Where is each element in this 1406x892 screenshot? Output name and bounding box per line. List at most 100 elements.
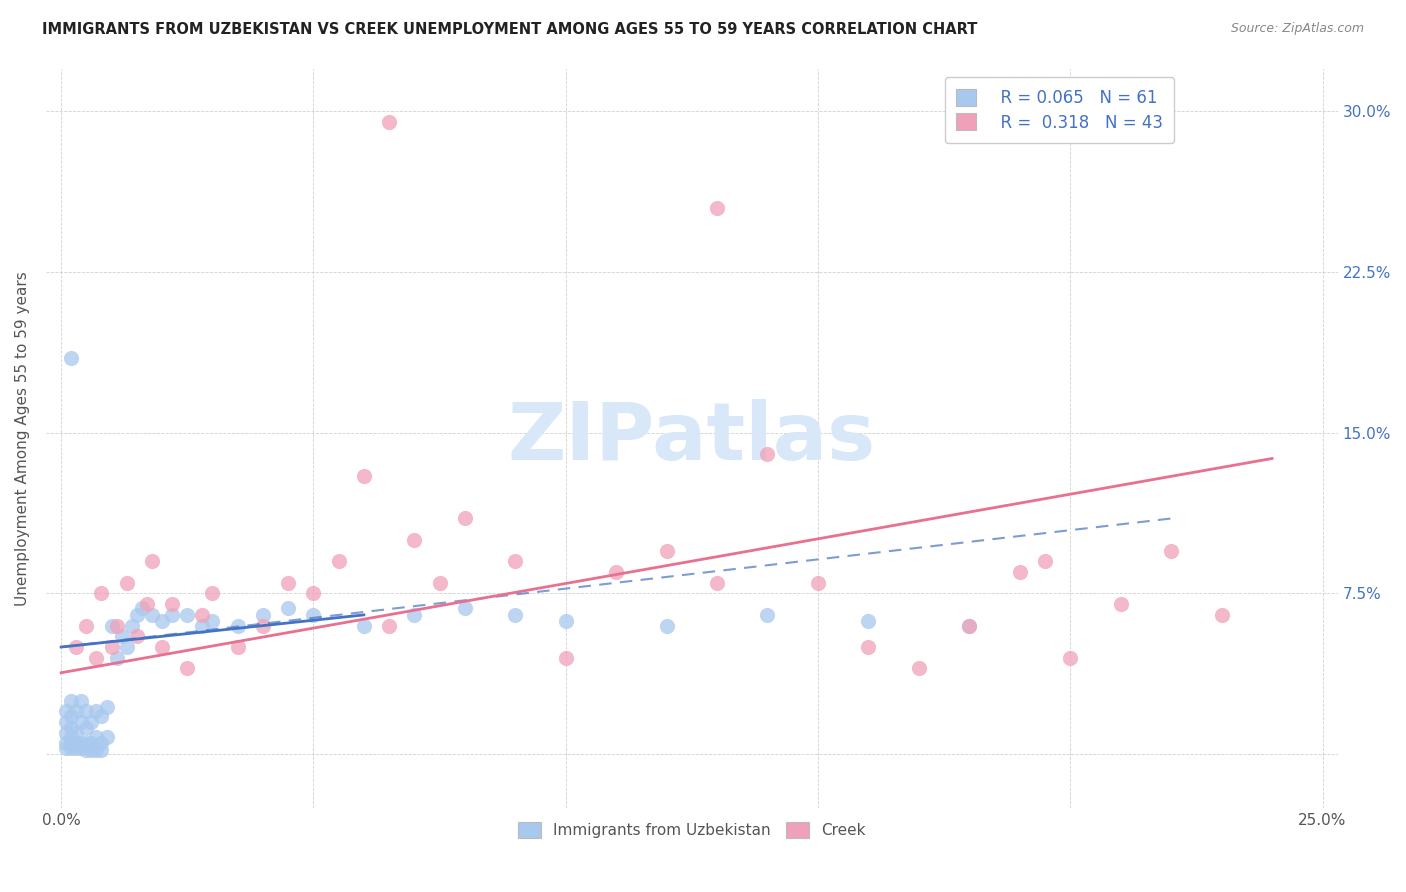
Point bbox=[55, 704, 77, 718]
Point bbox=[605, 565, 627, 579]
Point bbox=[957, 618, 980, 632]
Point bbox=[55, 740, 77, 755]
Point bbox=[86, 650, 108, 665]
Point bbox=[60, 740, 83, 755]
Point bbox=[65, 725, 87, 739]
Point bbox=[454, 511, 477, 525]
Point bbox=[277, 601, 299, 615]
Point bbox=[121, 618, 143, 632]
Point bbox=[70, 714, 93, 729]
Point bbox=[80, 714, 103, 729]
Point bbox=[756, 607, 779, 622]
Point bbox=[65, 740, 87, 755]
Point bbox=[1109, 597, 1132, 611]
Point bbox=[756, 447, 779, 461]
Point bbox=[858, 640, 880, 654]
Point bbox=[503, 607, 526, 622]
Point bbox=[378, 618, 401, 632]
Point bbox=[454, 601, 477, 615]
Point bbox=[125, 607, 148, 622]
Point bbox=[706, 575, 728, 590]
Legend: Immigrants from Uzbekistan, Creek: Immigrants from Uzbekistan, Creek bbox=[512, 816, 872, 845]
Point bbox=[70, 740, 93, 755]
Point bbox=[353, 618, 375, 632]
Point bbox=[655, 543, 678, 558]
Point bbox=[90, 586, 112, 600]
Point bbox=[302, 586, 325, 600]
Point bbox=[353, 468, 375, 483]
Point bbox=[65, 704, 87, 718]
Point bbox=[65, 736, 87, 750]
Point bbox=[115, 640, 138, 654]
Point bbox=[100, 640, 122, 654]
Point bbox=[302, 607, 325, 622]
Point bbox=[1059, 650, 1081, 665]
Point bbox=[115, 575, 138, 590]
Point bbox=[378, 115, 401, 129]
Point bbox=[191, 618, 214, 632]
Point bbox=[226, 618, 249, 632]
Point bbox=[105, 650, 128, 665]
Text: ZIPatlas: ZIPatlas bbox=[508, 399, 876, 477]
Point bbox=[80, 743, 103, 757]
Point bbox=[60, 351, 83, 365]
Point bbox=[70, 736, 93, 750]
Point bbox=[1033, 554, 1056, 568]
Point bbox=[60, 736, 83, 750]
Point bbox=[80, 736, 103, 750]
Point bbox=[60, 722, 83, 736]
Point bbox=[160, 607, 183, 622]
Point bbox=[100, 618, 122, 632]
Point bbox=[90, 743, 112, 757]
Point bbox=[176, 607, 198, 622]
Point bbox=[150, 640, 173, 654]
Point bbox=[554, 650, 576, 665]
Point bbox=[176, 661, 198, 675]
Point bbox=[75, 743, 97, 757]
Point bbox=[60, 730, 83, 744]
Point bbox=[328, 554, 350, 568]
Point bbox=[252, 618, 274, 632]
Point bbox=[404, 533, 426, 547]
Point bbox=[150, 615, 173, 629]
Point bbox=[706, 201, 728, 215]
Point bbox=[404, 607, 426, 622]
Point bbox=[1211, 607, 1233, 622]
Point bbox=[160, 597, 183, 611]
Point bbox=[111, 629, 134, 643]
Point bbox=[86, 743, 108, 757]
Point bbox=[90, 708, 112, 723]
Point bbox=[75, 618, 97, 632]
Point bbox=[90, 736, 112, 750]
Point bbox=[1160, 543, 1182, 558]
Point bbox=[65, 640, 87, 654]
Point bbox=[55, 714, 77, 729]
Point bbox=[60, 693, 83, 707]
Point bbox=[135, 597, 157, 611]
Point bbox=[429, 575, 451, 590]
Point bbox=[503, 554, 526, 568]
Y-axis label: Unemployment Among Ages 55 to 59 years: Unemployment Among Ages 55 to 59 years bbox=[15, 271, 30, 606]
Point bbox=[655, 618, 678, 632]
Point bbox=[75, 736, 97, 750]
Point bbox=[75, 722, 97, 736]
Point bbox=[908, 661, 931, 675]
Point bbox=[858, 615, 880, 629]
Point bbox=[75, 704, 97, 718]
Point bbox=[131, 601, 153, 615]
Point bbox=[70, 693, 93, 707]
Point bbox=[201, 586, 224, 600]
Point bbox=[201, 615, 224, 629]
Point bbox=[1008, 565, 1031, 579]
Point bbox=[554, 615, 576, 629]
Point bbox=[86, 704, 108, 718]
Point bbox=[252, 607, 274, 622]
Point bbox=[191, 607, 214, 622]
Point bbox=[807, 575, 830, 590]
Point bbox=[226, 640, 249, 654]
Point bbox=[105, 618, 128, 632]
Point bbox=[277, 575, 299, 590]
Point bbox=[86, 730, 108, 744]
Point bbox=[141, 554, 163, 568]
Point bbox=[96, 730, 118, 744]
